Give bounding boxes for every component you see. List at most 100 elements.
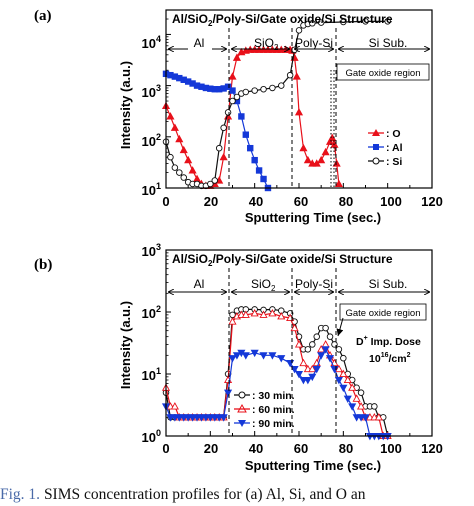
panel-b-series-30-min-point <box>357 389 365 396</box>
panel-b-dose-line1: D+ Imp. Dose <box>356 335 421 348</box>
panel-b-ytick-1: 101 <box>142 366 161 383</box>
panel-b-series-90-min-point <box>312 366 321 374</box>
panel-a-region-sisub: Si Sub. <box>369 36 408 50</box>
panel-b-series-90-min-point <box>325 355 335 363</box>
panel-b-series-30-min-point <box>313 333 320 340</box>
panel-b-legend-60min: : 60 min. <box>234 403 295 416</box>
panel-b-series-90-min-point <box>361 414 370 422</box>
panel-b-series-90-min-point <box>268 352 277 360</box>
panel-a-series-al-point <box>229 87 236 94</box>
panel-a-series-o-point <box>192 174 202 183</box>
panel-a-series-o-point <box>328 133 337 141</box>
panel-b-series-60-min-point <box>290 323 299 332</box>
panel-a-gate-oxide-label: Gate oxide region <box>346 68 421 79</box>
panel-a-series-si-point <box>171 164 179 171</box>
panel-b-xtick-120: 120 <box>421 441 443 456</box>
panel-a-series-o-point <box>332 159 341 167</box>
panel-a-legend-si: : Si <box>368 156 402 168</box>
panel-a-ytick-1: 101 <box>142 181 161 198</box>
panel-b-series-60-min-point <box>299 358 308 367</box>
panel-b-series-90-min-point <box>321 346 330 354</box>
panel-b-series-60-min-point <box>277 312 286 320</box>
panel-a-series-o-point <box>303 155 312 164</box>
panel-b-series-60-min-point <box>294 340 304 348</box>
figure-caption-text: SIMS concentration profiles for (a) Al, … <box>40 486 366 503</box>
panel-b-series-90-min-point <box>224 389 233 397</box>
panel-b-yticks: 100 101 102 103 <box>142 242 161 445</box>
panel-a-xtick-60: 60 <box>294 194 308 209</box>
panel-b-region-dividers <box>228 268 337 436</box>
panel-b-series-60-min-point <box>308 364 317 373</box>
panel-a-series-al-point <box>238 113 245 120</box>
panel-b-series-90-min-point <box>219 414 228 422</box>
panel-a-series-o-point <box>334 179 343 187</box>
panel-a-series-o-point <box>325 137 335 145</box>
panel-a-xtick-20: 20 <box>204 194 218 209</box>
panel-a-series-o-point <box>179 145 188 154</box>
panel-a-xlabel: Sputtering Time (sec.) <box>245 210 381 225</box>
panel-b-gate-oxide-box <box>339 303 427 321</box>
panel-b-region-sio2: SiO2 <box>251 277 276 293</box>
panel-a-xtick-80: 80 <box>339 194 353 209</box>
panel-b-series-90-min <box>161 346 392 441</box>
panel-b-series-30-min-point <box>309 341 316 348</box>
panel-b-series-60-min-point <box>321 340 330 348</box>
panel-b-series-90-min-point <box>348 403 357 411</box>
panel-b-series-90-min-point <box>277 355 286 363</box>
panel-a-series-o-point <box>299 143 308 152</box>
panel-b-title: Al/SiO2/Poly-Si/Gate oxide/Si Structure <box>172 252 393 268</box>
panel-b-legend-90min: : 90 min. <box>234 418 295 430</box>
panel-a-series-si-point <box>207 180 214 188</box>
panel-a-series-al-point <box>242 131 249 138</box>
panel-b-series-30-min-point <box>335 346 343 353</box>
panel-b-xtick-20: 20 <box>204 441 218 456</box>
figure-caption: Fig. 1. SIMS concentration profiles for … <box>0 486 474 506</box>
panel-b-series-30-min-point <box>304 346 312 353</box>
panel-a-legend-al-label: : Al <box>386 142 403 154</box>
panel-a-series-o-point <box>170 123 179 131</box>
panel-b-series-60-min-point <box>241 310 250 318</box>
panel-b-series-90-min-point <box>317 352 326 360</box>
panel-a-series-si-point <box>233 93 241 101</box>
panel-b-region-al: Al <box>194 277 205 291</box>
panel-b-series-60-min-point <box>374 413 383 421</box>
panel-a-region-sio2: SiO2 <box>254 36 279 52</box>
panel-b: (b) Intensity (a.u.) 100 101 102 103 0 2… <box>34 242 443 473</box>
panel-b-series-60-min-point <box>357 402 366 410</box>
panel-b-series-90-min-point <box>290 366 299 374</box>
panel-a-xtick-120: 120 <box>421 194 443 209</box>
panel-a-legend-al: : Al <box>368 142 403 154</box>
panel-b-legend-90min-label: : 90 min. <box>252 418 295 430</box>
panel-b-gate-oxide-label: Gate oxide region <box>346 308 421 319</box>
panel-a-series-al-point <box>260 175 267 183</box>
panel-a-gate-oxide-box <box>336 63 430 81</box>
panel-b-series-90-min-point <box>241 352 250 360</box>
panel-b-series-90-min-point <box>339 384 348 393</box>
panel-b-series-60-min-point <box>348 383 357 391</box>
panel-b-xtick-40: 40 <box>249 441 263 456</box>
figure-caption-label: Fig. 1. <box>0 486 41 503</box>
panel-b-frame <box>165 249 433 437</box>
panel-a-series-si-point <box>260 85 267 93</box>
panel-b-series-60-min-point <box>339 369 348 378</box>
panel-a-series-o-point <box>317 155 326 164</box>
panel-b-legend-60min-label: : 60 min. <box>252 404 295 416</box>
panel-b-ytick-2: 102 <box>142 304 161 321</box>
panel-a-series-si-point <box>278 82 285 89</box>
panel-a-series-o-point <box>294 108 304 116</box>
panel-a-series-si-point <box>317 19 325 26</box>
panel-b-ytick-0: 100 <box>142 428 161 445</box>
panel-a-series-o-point <box>184 155 193 164</box>
panel-b-xlabel: Sputtering Time (sec.) <box>245 458 381 473</box>
panel-a-xticks: 0 20 40 60 80 100 120 <box>162 194 442 209</box>
panel-a-plot <box>161 18 391 192</box>
panel-a-series-o-point <box>228 72 237 80</box>
panel-a-label: (a) <box>34 8 52 24</box>
panel-b-xtick-60: 60 <box>294 441 308 456</box>
panel-a-series-al <box>162 70 272 192</box>
panel-a-ylabel: Intensity (a.u.) <box>118 61 133 149</box>
panel-b-series-60-min-point <box>250 309 259 317</box>
panel-a-region-polysi: Poly-Si <box>295 36 333 50</box>
panel-a-region-al: Al <box>194 36 205 50</box>
